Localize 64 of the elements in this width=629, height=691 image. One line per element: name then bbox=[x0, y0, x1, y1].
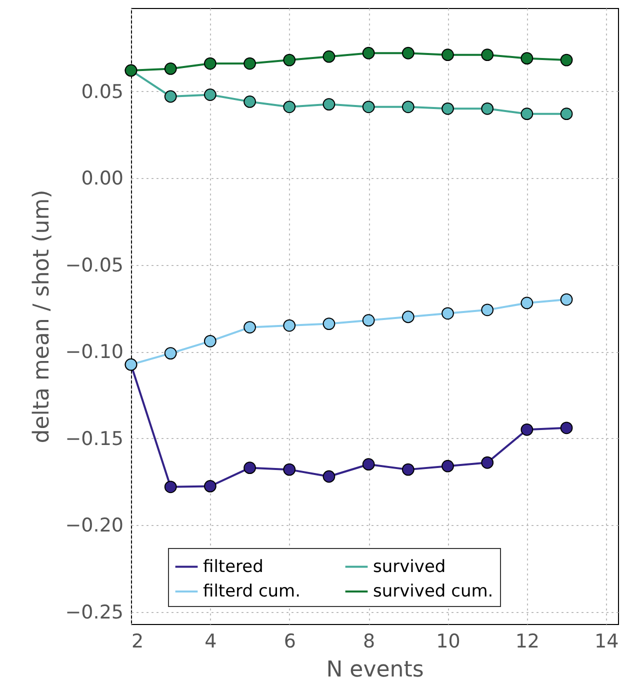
point bbox=[520, 52, 534, 65]
legend-label: survived cum. bbox=[373, 582, 494, 602]
point bbox=[560, 54, 573, 66]
point bbox=[402, 463, 414, 476]
point bbox=[520, 108, 534, 120]
point bbox=[164, 480, 177, 494]
point bbox=[283, 54, 296, 66]
point bbox=[164, 90, 177, 103]
x-tick-label: 4 bbox=[204, 630, 217, 652]
point bbox=[362, 314, 375, 327]
point bbox=[322, 50, 336, 63]
point bbox=[402, 46, 414, 60]
point bbox=[362, 100, 375, 114]
legend-label: filtered bbox=[203, 556, 264, 577]
x-tick-label: 14 bbox=[594, 630, 619, 652]
point bbox=[204, 57, 216, 70]
point bbox=[560, 108, 573, 120]
point bbox=[520, 423, 534, 436]
point bbox=[204, 88, 216, 101]
x-tick-label: 6 bbox=[284, 630, 296, 652]
point bbox=[442, 460, 454, 472]
y-axis-title: delta mean / shot (um) bbox=[29, 190, 54, 444]
point bbox=[442, 307, 454, 320]
y-tick-label: −0.15 bbox=[65, 428, 124, 450]
legend-label: filterd cum. bbox=[203, 582, 301, 602]
y-tick-label: −0.10 bbox=[65, 341, 124, 364]
point bbox=[402, 100, 414, 114]
point bbox=[442, 48, 454, 62]
y-tick-label: 0.00 bbox=[81, 168, 124, 190]
point bbox=[164, 62, 177, 75]
point bbox=[244, 96, 256, 108]
point bbox=[362, 458, 375, 471]
point bbox=[322, 470, 336, 483]
point bbox=[560, 422, 573, 434]
point bbox=[164, 347, 177, 360]
legend-label: survived bbox=[373, 556, 446, 577]
point bbox=[481, 48, 494, 62]
point bbox=[362, 46, 375, 60]
point bbox=[283, 463, 296, 476]
y-tick-label: −0.20 bbox=[65, 514, 124, 537]
x-tick-label: 8 bbox=[363, 630, 376, 652]
point bbox=[481, 456, 494, 469]
x-axis-title: N events bbox=[326, 658, 424, 682]
point bbox=[481, 102, 494, 115]
point bbox=[244, 462, 256, 474]
point bbox=[204, 480, 216, 492]
point bbox=[244, 57, 256, 70]
point bbox=[283, 319, 296, 332]
y-tick-label: −0.05 bbox=[65, 254, 124, 276]
point bbox=[481, 304, 494, 316]
y-tick-label: −0.25 bbox=[65, 601, 124, 624]
point bbox=[244, 321, 256, 334]
y-tick-label: 0.05 bbox=[81, 80, 124, 103]
x-tick-label: 2 bbox=[132, 630, 144, 652]
point bbox=[322, 318, 336, 330]
point bbox=[402, 310, 414, 324]
x-tick-label: 10 bbox=[436, 630, 460, 652]
point bbox=[520, 296, 534, 310]
point bbox=[204, 334, 216, 348]
x-tick-label: 12 bbox=[515, 630, 540, 652]
point bbox=[283, 100, 296, 114]
point bbox=[560, 293, 573, 306]
point bbox=[322, 98, 336, 110]
point bbox=[442, 102, 454, 115]
